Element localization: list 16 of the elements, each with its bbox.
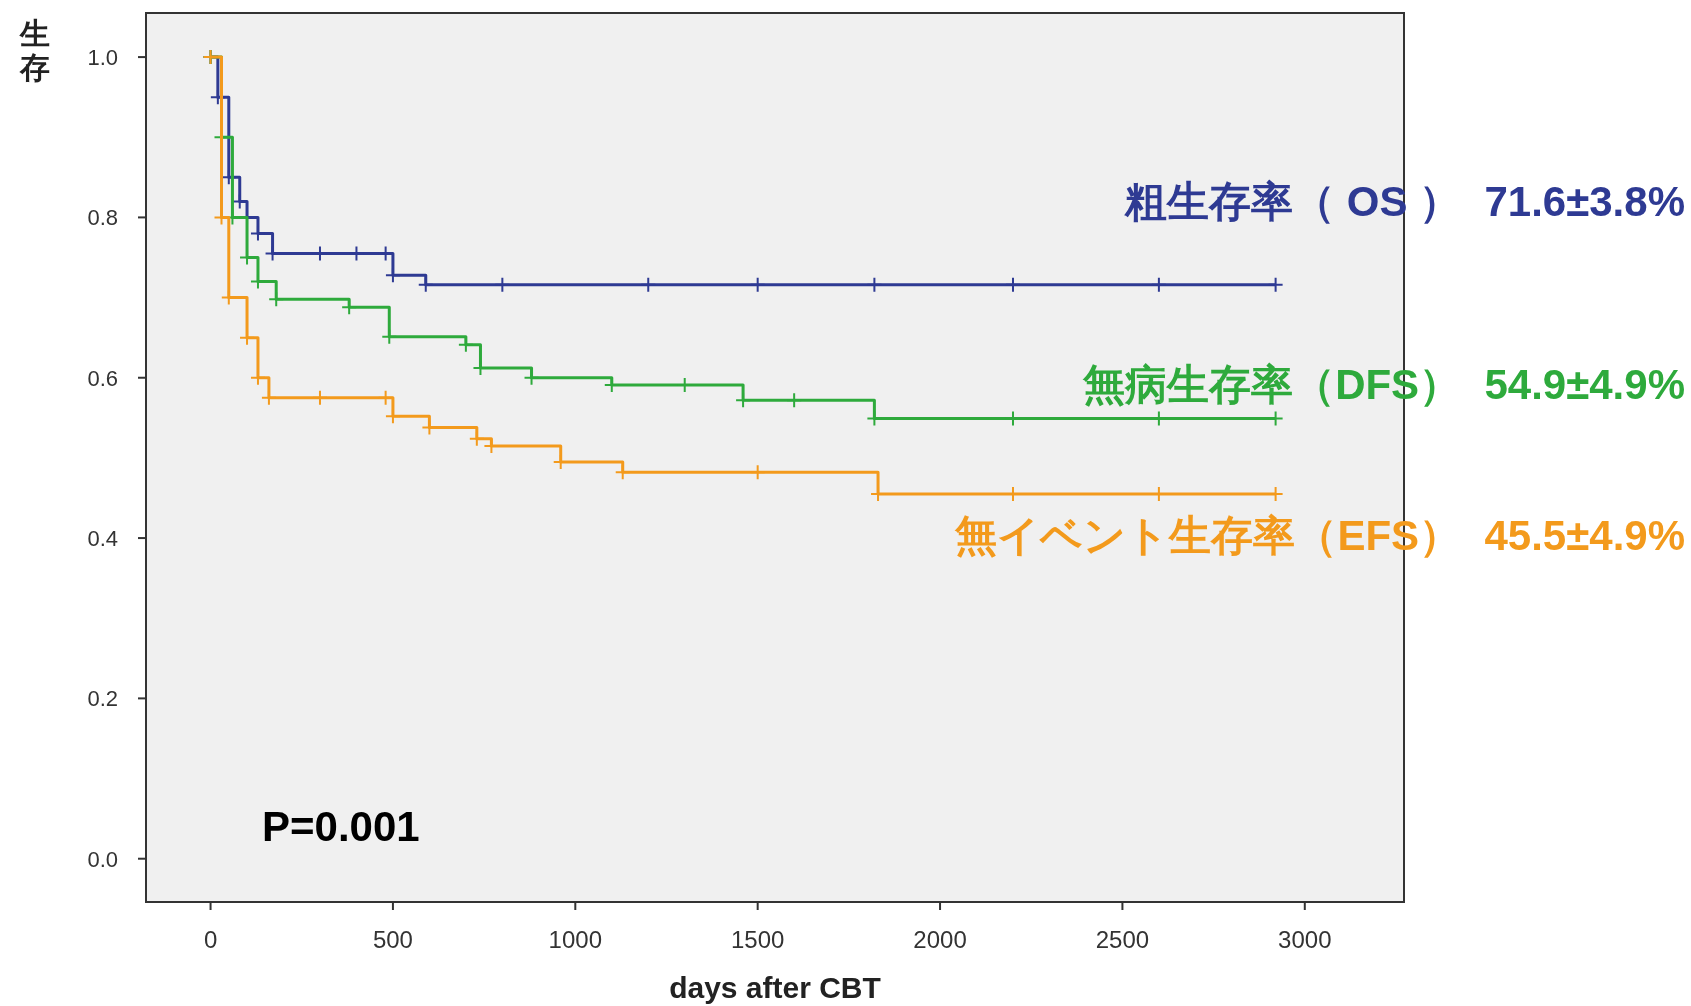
x-tick-label: 3000 <box>1278 926 1332 953</box>
y-tick-label: 0.2 <box>87 686 118 712</box>
x-tick-label: 0 <box>203 926 218 953</box>
y-tick-label: 0.6 <box>87 365 118 391</box>
x-tick-label: 1500 <box>730 926 785 953</box>
y-tick-label: 0.0 <box>87 846 118 872</box>
x-axis-title: days after CBT <box>669 971 881 1004</box>
y-tick-label: 0.4 <box>87 526 118 552</box>
x-tick-label: 500 <box>372 926 413 953</box>
x-tick-label: 2000 <box>913 926 967 953</box>
y-axis-title: 生存 <box>19 17 50 84</box>
y-tick-label: 0.8 <box>87 205 118 231</box>
annotation: P=0.001 <box>262 803 420 850</box>
y-tick-label: 1.0 <box>87 45 118 71</box>
x-tick-label: 1000 <box>548 926 602 953</box>
x-tick-label: 2500 <box>1095 926 1150 953</box>
